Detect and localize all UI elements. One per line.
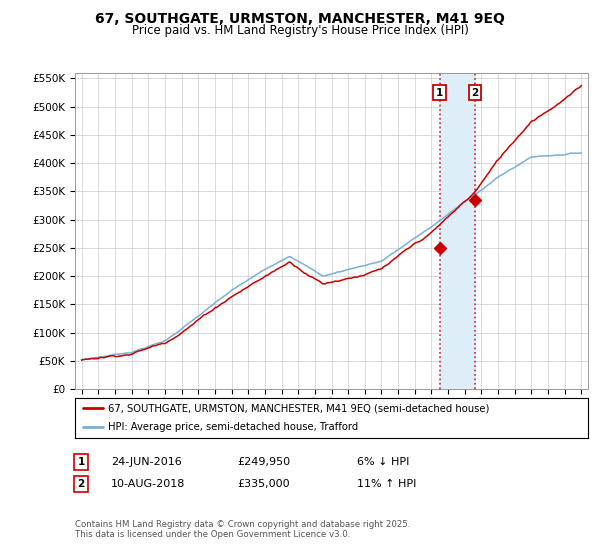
Text: 2: 2 bbox=[77, 479, 85, 489]
Text: £249,950: £249,950 bbox=[237, 457, 290, 467]
Text: 2: 2 bbox=[471, 87, 479, 97]
Text: 1: 1 bbox=[77, 457, 85, 467]
Text: 67, SOUTHGATE, URMSTON, MANCHESTER, M41 9EQ: 67, SOUTHGATE, URMSTON, MANCHESTER, M41 … bbox=[95, 12, 505, 26]
Text: Price paid vs. HM Land Registry's House Price Index (HPI): Price paid vs. HM Land Registry's House … bbox=[131, 24, 469, 36]
Text: £335,000: £335,000 bbox=[237, 479, 290, 489]
Text: 1: 1 bbox=[436, 87, 443, 97]
Text: Contains HM Land Registry data © Crown copyright and database right 2025.
This d: Contains HM Land Registry data © Crown c… bbox=[75, 520, 410, 539]
Text: 6% ↓ HPI: 6% ↓ HPI bbox=[357, 457, 409, 467]
Text: 10-AUG-2018: 10-AUG-2018 bbox=[111, 479, 185, 489]
Text: 11% ↑ HPI: 11% ↑ HPI bbox=[357, 479, 416, 489]
Bar bbox=[440, 73, 475, 389]
Text: 67, SOUTHGATE, URMSTON, MANCHESTER, M41 9EQ (semi-detached house): 67, SOUTHGATE, URMSTON, MANCHESTER, M41 … bbox=[109, 404, 490, 413]
Text: 24-JUN-2016: 24-JUN-2016 bbox=[111, 457, 182, 467]
Text: HPI: Average price, semi-detached house, Trafford: HPI: Average price, semi-detached house,… bbox=[109, 422, 359, 432]
